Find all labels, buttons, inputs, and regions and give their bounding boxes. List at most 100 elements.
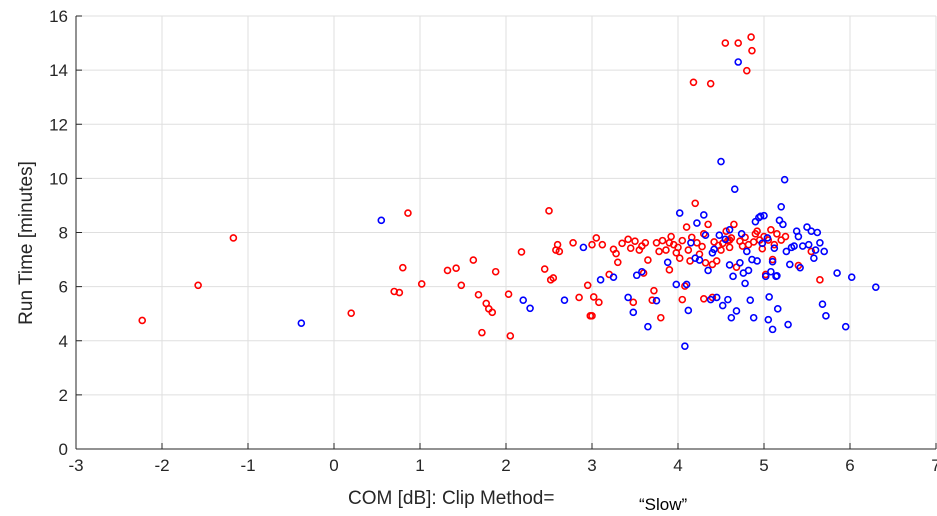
- data-point: [395, 288, 404, 297]
- data-point: [629, 308, 638, 317]
- data-point: [655, 247, 663, 256]
- data-point: [780, 175, 789, 184]
- data-point: [579, 243, 588, 252]
- data-point: [730, 220, 738, 229]
- data-point: [768, 257, 777, 266]
- data-point: [816, 238, 824, 247]
- data-point: [699, 211, 708, 219]
- x-tick-label: 4: [673, 456, 682, 475]
- data-point: [698, 242, 706, 251]
- data-point: [644, 322, 652, 331]
- data-point: [693, 219, 701, 227]
- data-point: [667, 232, 675, 241]
- data-point: [648, 296, 657, 304]
- x-tick-label: 5: [759, 456, 768, 475]
- data-point: [818, 300, 827, 309]
- data-point: [592, 234, 601, 242]
- data-point: [741, 279, 749, 288]
- y-tick-label: 14: [49, 61, 68, 80]
- data-point: [715, 231, 724, 240]
- data-point: [517, 248, 526, 256]
- x-tick-label: -2: [154, 456, 169, 475]
- data-point: [813, 228, 822, 237]
- data-points: [138, 33, 880, 350]
- data-point: [765, 293, 773, 301]
- data-point: [689, 78, 698, 87]
- data-point: [770, 240, 779, 249]
- data-point: [398, 263, 407, 272]
- data-point: [721, 39, 730, 47]
- x-tick-label: -1: [240, 456, 255, 475]
- data-point: [682, 280, 691, 289]
- data-point: [833, 269, 841, 277]
- data-point: [452, 264, 460, 273]
- x-tick-label: -3: [68, 456, 83, 475]
- data-point: [588, 240, 596, 249]
- data-point: [583, 281, 592, 290]
- data-point: [612, 249, 620, 258]
- data-point: [695, 256, 704, 264]
- x-tick-label: 7: [931, 456, 937, 475]
- data-point: [624, 235, 632, 244]
- data-point: [417, 280, 426, 288]
- data-point: [807, 247, 816, 256]
- data-point: [736, 259, 744, 267]
- data-point: [785, 260, 794, 269]
- data-point: [652, 296, 661, 305]
- data-point: [553, 240, 562, 249]
- data-point: [767, 267, 775, 276]
- data-point: [631, 237, 639, 245]
- data-point: [504, 290, 513, 299]
- data-point: [588, 312, 596, 320]
- data-point: [732, 307, 741, 315]
- data-point: [644, 256, 652, 264]
- data-point: [725, 261, 734, 269]
- data-point: [684, 246, 693, 254]
- data-point: [377, 216, 386, 225]
- data-point: [807, 227, 816, 235]
- data-point: [781, 232, 790, 241]
- y-tick-label: 12: [49, 115, 68, 134]
- data-point: [760, 211, 768, 220]
- data-point: [725, 243, 734, 252]
- data-point: [650, 286, 658, 295]
- data-point: [674, 243, 682, 252]
- data-point: [575, 293, 583, 302]
- data-point: [737, 230, 746, 238]
- data-point: [596, 276, 605, 284]
- data-point: [540, 265, 549, 273]
- data-point: [784, 320, 792, 329]
- data-point: [545, 207, 553, 215]
- data-point: [194, 281, 202, 290]
- data-point: [595, 298, 603, 307]
- data-point: [691, 199, 700, 208]
- data-point: [749, 313, 758, 322]
- y-tick-label: 6: [59, 278, 68, 297]
- data-point: [717, 246, 725, 254]
- data-point: [722, 227, 730, 235]
- y-axis-label: Run Time [minutes]: [16, 161, 37, 325]
- data-point: [761, 272, 770, 281]
- data-point: [624, 293, 632, 302]
- data-point: [725, 225, 734, 234]
- data-point: [457, 281, 466, 290]
- data-point: [687, 238, 695, 247]
- data-point: [704, 220, 712, 229]
- data-point: [742, 66, 751, 75]
- data-point: [727, 313, 736, 322]
- data-point: [748, 46, 756, 55]
- data-point: [744, 266, 753, 275]
- data-point: [229, 234, 238, 242]
- data-point: [721, 235, 730, 244]
- y-tick-label: 8: [59, 224, 68, 243]
- data-point: [767, 225, 775, 234]
- data-point: [665, 266, 674, 274]
- data-point: [699, 295, 708, 303]
- data-point: [704, 266, 712, 275]
- data-point: [560, 296, 569, 304]
- data-point: [549, 274, 558, 282]
- x-tick-label: 2: [501, 456, 510, 475]
- data-point: [138, 316, 147, 325]
- data-point: [663, 258, 672, 267]
